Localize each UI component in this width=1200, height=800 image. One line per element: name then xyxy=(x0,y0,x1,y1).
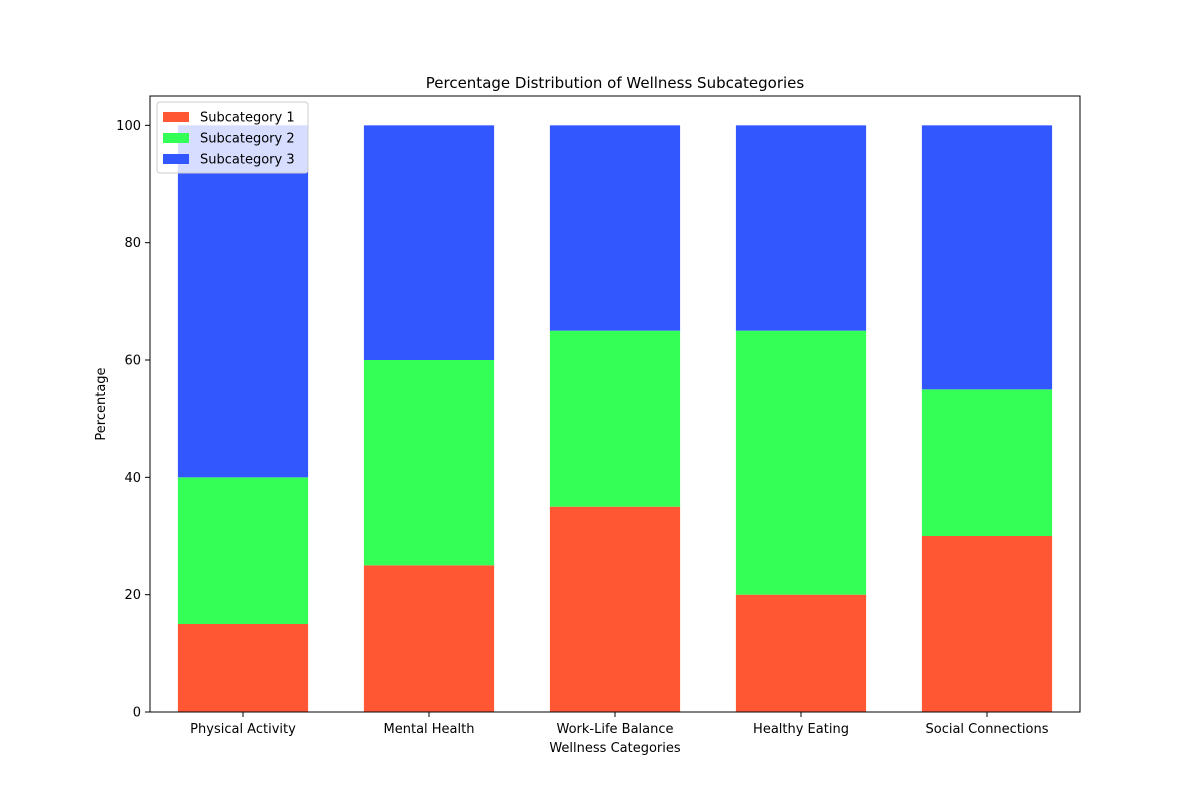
legend-label-subcategory-2: Subcategory 2 xyxy=(200,132,295,147)
y-tick-label: 40 xyxy=(124,471,141,486)
bar-physical-activity-subcategory-1 xyxy=(177,624,309,712)
bar-mental-health-subcategory-3 xyxy=(363,125,495,360)
y-axis-label: Percentage xyxy=(94,367,109,440)
y-tick-label: 100 xyxy=(116,119,141,134)
x-tick-label-physical-activity: Physical Activity xyxy=(190,722,296,737)
y-tick-label: 80 xyxy=(124,236,141,251)
bar-social-connections-subcategory-3 xyxy=(921,125,1053,390)
bar-physical-activity-subcategory-3 xyxy=(177,125,309,478)
bar-social-connections-subcategory-2 xyxy=(921,389,1053,536)
y-axis: 0 20 40 60 80 100 xyxy=(116,119,150,721)
bar-social-connections-subcategory-1 xyxy=(921,536,1053,712)
bars-group xyxy=(177,125,1053,712)
legend-label-subcategory-3: Subcategory 3 xyxy=(200,153,295,168)
bar-mental-health-subcategory-1 xyxy=(363,565,495,712)
bar-healthy-eating-subcategory-2 xyxy=(735,330,867,595)
legend: Subcategory 1 Subcategory 2 Subcategory 3 xyxy=(156,101,309,174)
x-axis-label: Wellness Categories xyxy=(549,741,681,756)
legend-swatch-subcategory-3 xyxy=(163,154,189,164)
legend-swatch-subcategory-1 xyxy=(163,112,189,122)
bar-healthy-eating-subcategory-1 xyxy=(735,594,867,712)
bar-physical-activity-subcategory-2 xyxy=(177,477,309,624)
legend-swatch-subcategory-2 xyxy=(163,133,189,143)
bar-mental-health-subcategory-2 xyxy=(363,360,495,566)
legend-label-subcategory-1: Subcategory 1 xyxy=(200,111,295,126)
y-tick-label: 60 xyxy=(124,354,141,369)
chart-title: Percentage Distribution of Wellness Subc… xyxy=(426,74,805,92)
x-tick-label-healthy-eating: Healthy Eating xyxy=(753,722,849,737)
y-tick-label: 20 xyxy=(124,588,141,603)
x-tick-label-social-connections: Social Connections xyxy=(925,722,1048,737)
bar-work-life-balance-subcategory-1 xyxy=(549,506,681,712)
x-axis: Physical Activity Mental Health Work-Life … xyxy=(190,712,1049,737)
legend-box xyxy=(156,101,309,174)
y-tick-label: 0 xyxy=(133,706,141,721)
x-tick-label-work-life-balance: Work-Life Balance xyxy=(556,722,673,737)
x-tick-label-mental-health: Mental Health xyxy=(384,722,475,737)
bar-work-life-balance-subcategory-2 xyxy=(549,330,681,507)
bar-healthy-eating-subcategory-3 xyxy=(735,125,867,331)
bar-work-life-balance-subcategory-3 xyxy=(549,125,681,331)
